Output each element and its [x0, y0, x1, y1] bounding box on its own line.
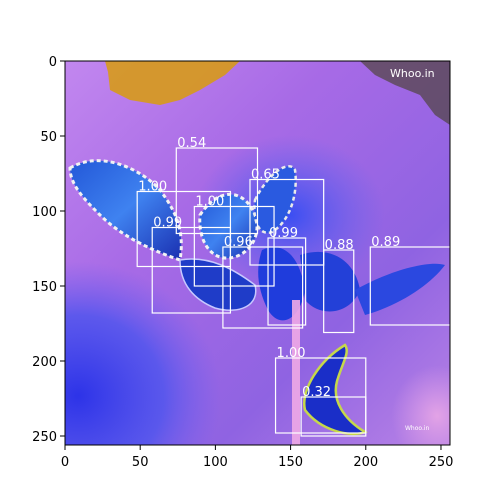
- photo: Whoo.in Whoo.in: [65, 61, 450, 445]
- bounding-box: [323, 249, 355, 334]
- flower-petal-left: [179, 258, 257, 311]
- y-tick-label: 150: [32, 280, 57, 295]
- detection-5: 0.99: [267, 226, 307, 326]
- x-axis: 0 50 100 150 200 250: [61, 445, 454, 470]
- y-tick-label: 50: [40, 130, 57, 145]
- bounding-box: [274, 357, 367, 434]
- bounding-box: [300, 396, 367, 437]
- bounding-box: [151, 226, 232, 314]
- y-tick-label: 0: [49, 55, 57, 70]
- butterfly-wing-left: [68, 159, 183, 262]
- detection-boxes: 0.54 0.65 1.00 1.00 0.99 0.99 0.96 0.88 0.89 1.00…: [136, 136, 450, 437]
- flower-petal-far-right: [355, 263, 445, 315]
- detection-9: 1.00: [274, 346, 367, 434]
- score-label: 0.99: [153, 216, 182, 231]
- score-label: 0.54: [177, 136, 206, 151]
- bounding-box: [222, 246, 304, 329]
- score-label: 1.00: [138, 180, 167, 195]
- score-label: 0.99: [269, 226, 298, 241]
- watermark-top: Whoo.in: [390, 67, 435, 80]
- butterfly-wing-right: [253, 165, 297, 235]
- detection-6: 0.96: [222, 235, 304, 329]
- flower-stem: [292, 300, 300, 445]
- score-label: 0.32: [302, 385, 331, 400]
- detection-0: 0.54: [175, 136, 259, 235]
- watermark-bottom: Whoo.in: [405, 425, 430, 432]
- bounding-box: [267, 237, 307, 326]
- x-tick-label: 50: [132, 455, 149, 470]
- bounding-box: [369, 246, 450, 326]
- score-label: 0.65: [251, 168, 280, 183]
- score-label: 1.00: [195, 195, 224, 210]
- x-tick-label: 200: [353, 455, 378, 470]
- score-label: 0.89: [371, 235, 400, 250]
- y-tick-label: 100: [32, 205, 57, 220]
- detection-10: 0.32: [300, 385, 367, 437]
- score-label: 0.96: [224, 235, 253, 250]
- bounding-box: [249, 178, 325, 266]
- score-label: 0.88: [325, 238, 354, 253]
- x-tick-label: 250: [429, 455, 454, 470]
- flower-petal-right: [300, 251, 360, 312]
- y-tick-label: 200: [32, 355, 57, 370]
- y-axis: 0 50 100 150 200 250: [32, 55, 65, 445]
- detection-7: 0.88: [323, 238, 355, 334]
- leaf: [302, 343, 368, 436]
- x-tick-label: 150: [278, 455, 303, 470]
- bounding-box: [193, 205, 275, 287]
- score-label: 1.00: [277, 346, 306, 361]
- detection-1: 0.65: [249, 168, 325, 266]
- bounding-box: [175, 147, 259, 235]
- x-tick-label: 0: [61, 455, 69, 470]
- butterfly-wing-mid: [198, 192, 259, 260]
- x-tick-label: 100: [203, 455, 228, 470]
- y-tick-label: 250: [32, 430, 57, 445]
- detection-3: 1.00: [193, 195, 275, 287]
- detection-4: 0.99: [151, 216, 232, 314]
- plot-frame: [64, 60, 451, 446]
- detection-8: 0.89: [369, 235, 450, 326]
